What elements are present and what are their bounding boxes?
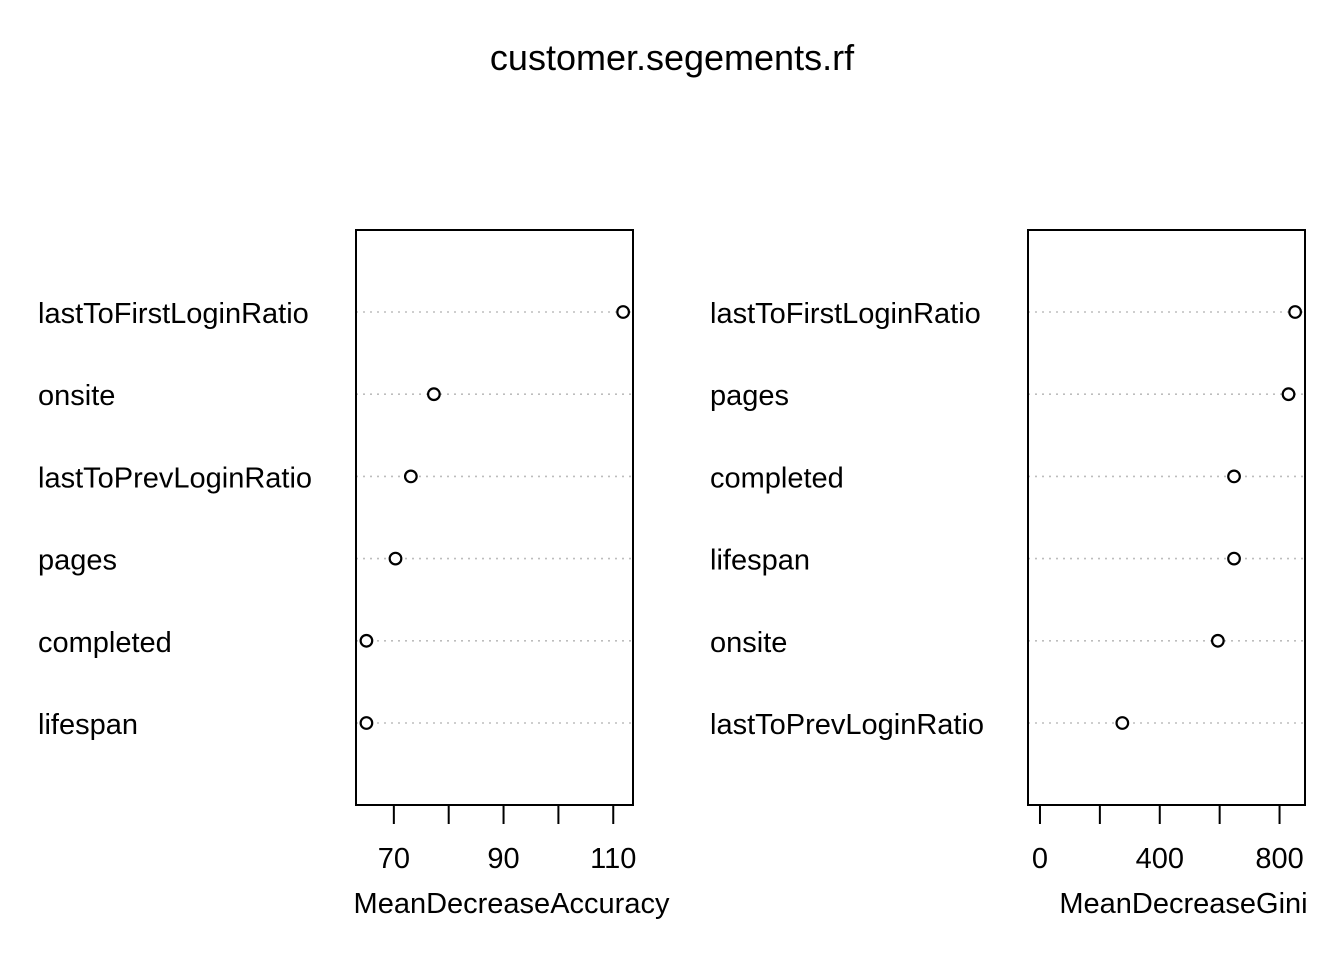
- x-tick-label: 400: [1136, 843, 1184, 875]
- data-point: [403, 469, 418, 484]
- category-label: lifespan: [710, 545, 810, 577]
- x-tick-label: 800: [1255, 843, 1303, 875]
- plot-frame: [1027, 229, 1306, 806]
- x-tick-label: 70: [378, 843, 410, 875]
- category-label: onsite: [710, 627, 787, 659]
- x-axis-label: MeanDecreaseAccuracy: [354, 888, 670, 920]
- data-point: [1227, 551, 1241, 566]
- data-point: [1281, 387, 1296, 402]
- x-tick-label: 0: [1032, 843, 1048, 875]
- plot-frame: [355, 229, 634, 806]
- chart-title: customer.segements.rf: [490, 37, 855, 78]
- data-point: [1210, 633, 1225, 648]
- x-axis-label: MeanDecreaseGini: [1059, 888, 1307, 920]
- category-label: completed: [710, 462, 844, 494]
- category-label: lastToPrevLoginRatio: [710, 709, 984, 741]
- data-point: [359, 633, 374, 648]
- data-point: [1115, 716, 1130, 730]
- category-label: pages: [710, 380, 789, 412]
- category-label: pages: [38, 545, 117, 577]
- category-label: lifespan: [38, 709, 138, 741]
- data-point: [388, 551, 403, 566]
- category-label: lastToPrevLoginRatio: [38, 462, 312, 494]
- x-tick-label: 90: [487, 843, 519, 875]
- data-point: [359, 716, 374, 730]
- category-label: completed: [38, 627, 172, 659]
- category-label: lastToFirstLoginRatio: [710, 298, 981, 330]
- data-point: [426, 387, 441, 402]
- category-label: onsite: [38, 380, 115, 412]
- data-point: [1227, 469, 1241, 484]
- category-label: lastToFirstLoginRatio: [38, 298, 309, 330]
- data-point: [616, 305, 631, 319]
- x-tick-label: 110: [590, 843, 636, 875]
- data-point: [1288, 305, 1303, 319]
